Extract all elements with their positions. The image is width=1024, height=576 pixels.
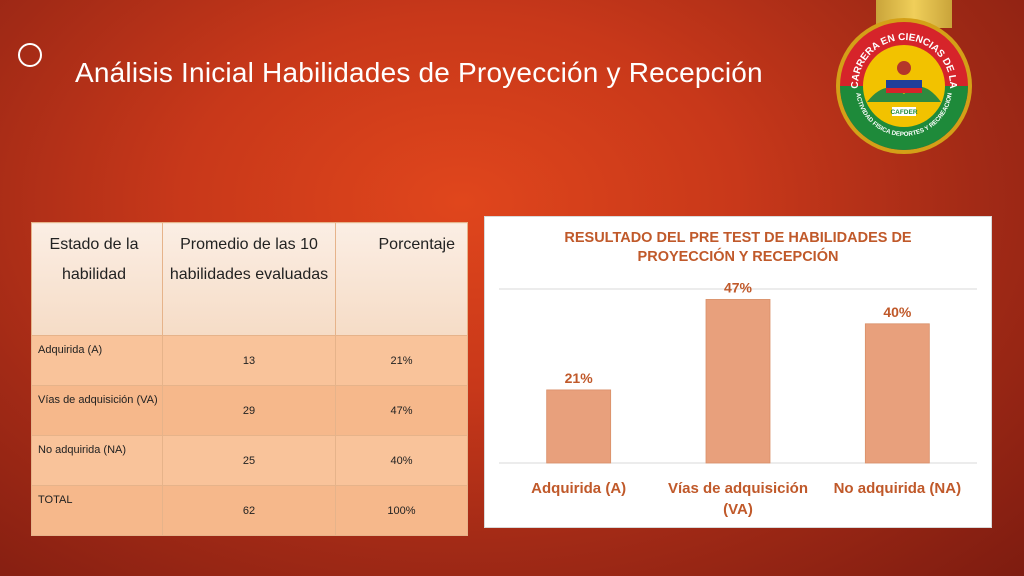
table-header-row: Estado de la habilidad Promedio de las 1…: [31, 222, 468, 336]
cell-promedio: 62: [162, 485, 336, 536]
cell-porcentaje: 21%: [335, 335, 468, 386]
cell-promedio: 29: [162, 385, 336, 436]
table-row-total: TOTAL 62 100%: [31, 485, 468, 536]
cafder-logo: CAFDER CARRERA EN CIENCIAS DE LA ACTIVID…: [836, 18, 972, 154]
table-row: Vías de adquisición (VA) 29 47%: [31, 385, 468, 436]
logo-badge: CAFDER: [890, 109, 917, 116]
bar: [546, 389, 612, 464]
data-label: 21%: [565, 370, 594, 386]
header-porcentaje: Porcentaje: [335, 222, 468, 336]
cell-estado: Adquirida (A): [31, 335, 163, 386]
chart-plot: 21% Adquirida (A) 47% Vías de adquisición (V…: [499, 279, 977, 518]
bar-chart: RESULTADO DEL PRE TEST DE HABILIDADES DE…: [484, 216, 992, 528]
x-tick-label: No adquirida (NA): [834, 480, 962, 497]
header-promedio: Promedio de las 10 habilidades evaluadas: [162, 222, 336, 336]
x-tick-label: Vías de adquisición (VA): [668, 480, 808, 518]
table-row: No adquirida (NA) 25 40%: [31, 435, 468, 486]
cell-estado: No adquirida (NA): [31, 435, 163, 486]
table-row: Adquirida (A) 13 21%: [31, 335, 468, 386]
slide-title: Análisis Inicial Habilidades de Proyecci…: [75, 57, 763, 88]
cell-porcentaje: 100%: [335, 485, 468, 536]
chart-title: RESULTADO DEL PRE TEST DE HABILIDADES DE…: [564, 230, 912, 265]
data-label: 40%: [883, 304, 912, 320]
cell-estado: TOTAL: [31, 485, 163, 536]
x-tick-label: Adquirida (A): [531, 480, 626, 497]
data-label: 47%: [724, 279, 753, 295]
cell-porcentaje: 40%: [335, 435, 468, 486]
title-bullet-icon: [18, 43, 42, 67]
cell-promedio: 25: [162, 435, 336, 486]
cell-porcentaje: 47%: [335, 385, 468, 436]
cell-estado: Vías de adquisición (VA): [31, 385, 163, 436]
header-estado: Estado de la habilidad: [31, 222, 163, 336]
bar: [705, 299, 771, 464]
cell-promedio: 13: [162, 335, 336, 386]
results-table: Estado de la habilidad Promedio de las 1…: [31, 222, 468, 536]
bar: [864, 323, 930, 464]
